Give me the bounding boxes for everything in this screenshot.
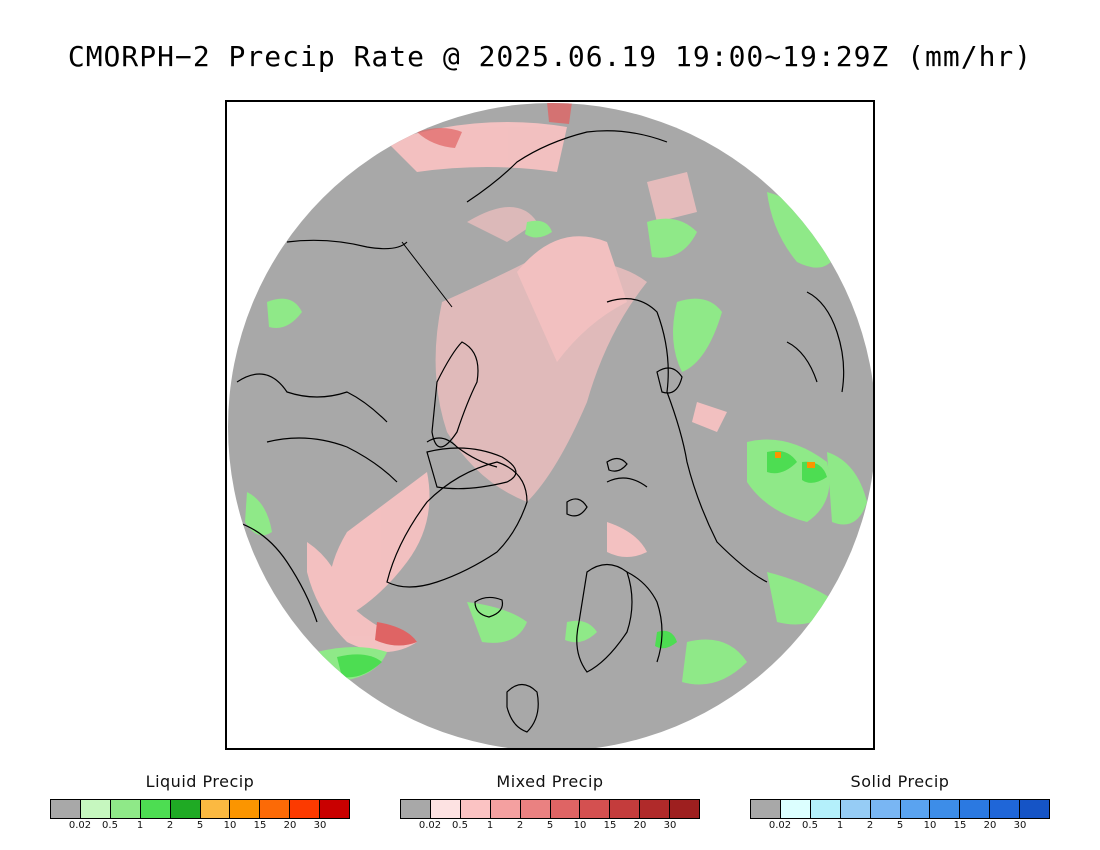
legend-swatch-liquid-6: [230, 800, 261, 818]
legend-tick-mixed-8: 30: [663, 820, 677, 831]
legend-swatch-mixed-8: [640, 800, 671, 818]
legend-swatch-mixed-7: [610, 800, 641, 818]
legend-swatch-solid-9: [1020, 800, 1050, 818]
legend-bar-solid: [750, 799, 1050, 819]
legend-tick-liquid-1: 0.5: [102, 820, 118, 831]
legend-swatch-solid-8: [990, 800, 1021, 818]
legend-swatch-solid-6: [930, 800, 961, 818]
legend-swatch-solid-0: [751, 800, 781, 818]
legend-bar-liquid: [50, 799, 350, 819]
legend-tick-liquid-5: 10: [223, 820, 237, 831]
mixed-precip-areas: [307, 122, 727, 652]
legend-swatch-solid-1: [780, 800, 811, 818]
legend-bar-mixed: [400, 799, 700, 819]
legend-tick-solid-3: 2: [866, 820, 874, 831]
legend-tick-liquid-3: 2: [166, 820, 174, 831]
legend-tick-solid-2: 1: [836, 820, 844, 831]
legend-ticks-liquid: 0.02 0.5 1 2 5 10 15 20 30: [50, 819, 350, 833]
legend-tick-mixed-4: 5: [546, 820, 554, 831]
legend-title-liquid: Liquid Precip: [145, 772, 255, 791]
legend-tick-solid-0: 0.02: [768, 820, 792, 831]
legend-swatch-liquid-3: [140, 800, 171, 818]
legend-tick-solid-1: 0.5: [802, 820, 818, 831]
legend-tick-solid-4: 5: [896, 820, 904, 831]
legend-swatch-liquid-7: [260, 800, 291, 818]
legend-swatch-liquid-5: [200, 800, 231, 818]
legend-tick-liquid-6: 15: [253, 820, 267, 831]
legend-swatch-mixed-6: [580, 800, 611, 818]
legend-swatch-mixed-2: [460, 800, 491, 818]
mixed-precip-heavy: [375, 103, 572, 646]
legend-swatch-liquid-1: [80, 800, 111, 818]
legend-tick-liquid-2: 1: [136, 820, 144, 831]
legend-tick-mixed-3: 2: [516, 820, 524, 831]
legend-tick-mixed-2: 1: [486, 820, 494, 831]
legend-swatch-solid-2: [810, 800, 841, 818]
legend-swatch-mixed-1: [430, 800, 461, 818]
legend-tick-solid-6: 15: [953, 820, 967, 831]
legend-swatch-liquid-0: [51, 800, 81, 818]
legend-swatch-liquid-4: [170, 800, 201, 818]
legend-swatch-mixed-0: [401, 800, 431, 818]
legend-swatch-mixed-9: [670, 800, 700, 818]
legend-swatch-liquid-8: [290, 800, 321, 818]
legend-swatch-solid-5: [900, 800, 931, 818]
legend-title-mixed: Mixed Precip: [496, 772, 604, 791]
legend-tick-mixed-0: 0.02: [418, 820, 442, 831]
legend-mixed: Mixed Precip 0.02 0.5 1 2 5 10 15 20 30: [400, 772, 700, 833]
liquid-precip-heavy: [775, 452, 815, 468]
page-title: CMORPH−2 Precip Rate @ 2025.06.19 19:00~…: [67, 40, 1033, 73]
precip-map: [228, 103, 873, 748]
legend-swatch-mixed-3: [490, 800, 521, 818]
coastlines: [236, 130, 845, 733]
legend-swatch-liquid-2: [110, 800, 141, 818]
map-frame: [225, 100, 875, 750]
legend-ticks-mixed: 0.02 0.5 1 2 5 10 15 20 30: [400, 819, 700, 833]
legend-tick-mixed-7: 20: [633, 820, 647, 831]
legend-tick-liquid-7: 20: [283, 820, 297, 831]
legend-swatch-solid-3: [840, 800, 871, 818]
legend-tick-liquid-8: 30: [313, 820, 327, 831]
legend-swatch-solid-7: [960, 800, 991, 818]
legend-swatch-solid-4: [870, 800, 901, 818]
legend-swatch-liquid-9: [320, 800, 350, 818]
legend-tick-mixed-6: 15: [603, 820, 617, 831]
legend-tick-mixed-5: 10: [573, 820, 587, 831]
legend-tick-mixed-1: 0.5: [452, 820, 468, 831]
legend-liquid: Liquid Precip 0.02 0.5 1 2 5 10 15 20 30: [50, 772, 350, 833]
legend-tick-liquid-4: 5: [196, 820, 204, 831]
legend-swatch-mixed-5: [550, 800, 581, 818]
legend-swatch-mixed-4: [520, 800, 551, 818]
legend-tick-solid-8: 30: [1013, 820, 1027, 831]
meridian-line: [401, 241, 453, 308]
legend-title-solid: Solid Precip: [850, 772, 950, 791]
legend-tick-solid-7: 20: [983, 820, 997, 831]
liquid-precip-moderate: [337, 450, 827, 678]
legend-solid: Solid Precip 0.02 0.5 1 2 5 10 15 20 30: [750, 772, 1050, 833]
legend-tick-liquid-0: 0.02: [68, 820, 92, 831]
legend-ticks-solid: 0.02 0.5 1 2 5 10 15 20 30: [750, 819, 1050, 833]
legend-tick-solid-5: 10: [923, 820, 937, 831]
